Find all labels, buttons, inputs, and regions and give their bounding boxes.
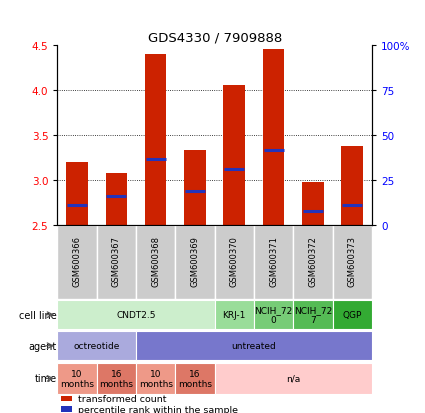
Bar	[136, 332, 372, 360]
Text: KRJ-1: KRJ-1	[223, 311, 246, 319]
Text: cell line: cell line	[19, 310, 57, 320]
Bar	[341, 147, 363, 225]
Bar	[215, 301, 254, 329]
Bar	[293, 301, 332, 329]
Bar	[57, 225, 96, 299]
Text: QGP: QGP	[343, 311, 362, 319]
Text: 16
months: 16 months	[99, 369, 133, 388]
Text: GSM600368: GSM600368	[151, 235, 160, 286]
Bar	[96, 363, 136, 394]
Bar	[105, 174, 127, 225]
Text: GSM600370: GSM600370	[230, 235, 239, 286]
Text: GSM600372: GSM600372	[309, 235, 317, 286]
Bar	[57, 301, 215, 329]
Text: octreotide: octreotide	[74, 342, 120, 350]
Bar	[184, 150, 206, 225]
Text: CNDT2.5: CNDT2.5	[116, 311, 156, 319]
Bar	[293, 225, 332, 299]
Text: GSM600367: GSM600367	[112, 235, 121, 286]
Text: agent: agent	[28, 341, 57, 351]
Text: GSM600371: GSM600371	[269, 235, 278, 286]
Bar	[224, 86, 245, 225]
Text: 16
months: 16 months	[178, 369, 212, 388]
Bar	[57, 363, 96, 394]
Text: transformed count: transformed count	[78, 394, 166, 403]
Bar	[57, 332, 136, 360]
Bar	[263, 50, 284, 225]
Text: n/a: n/a	[286, 374, 300, 383]
Text: GSM600373: GSM600373	[348, 235, 357, 286]
Text: time: time	[34, 373, 57, 384]
Bar	[175, 225, 215, 299]
Bar	[175, 363, 215, 394]
Bar	[302, 183, 324, 225]
Text: NCIH_72
0: NCIH_72 0	[255, 305, 293, 325]
Bar	[96, 225, 136, 299]
Text: 10
months: 10 months	[60, 369, 94, 388]
Bar	[332, 301, 372, 329]
Text: GSM600366: GSM600366	[73, 235, 82, 286]
Bar	[332, 225, 372, 299]
Bar	[215, 363, 372, 394]
Bar	[60, 395, 73, 401]
Bar	[215, 225, 254, 299]
Text: 10
months: 10 months	[139, 369, 173, 388]
Text: NCIH_72
7: NCIH_72 7	[294, 305, 332, 325]
Text: GSM600369: GSM600369	[190, 235, 199, 286]
Bar	[66, 162, 88, 225]
Bar	[254, 301, 293, 329]
Bar	[60, 406, 73, 413]
Text: percentile rank within the sample: percentile rank within the sample	[78, 405, 238, 413]
Title: GDS4330 / 7909888: GDS4330 / 7909888	[147, 31, 282, 44]
Bar	[145, 55, 167, 225]
Bar	[136, 363, 175, 394]
Bar	[254, 225, 293, 299]
Text: untreated: untreated	[232, 342, 276, 350]
Bar	[136, 225, 175, 299]
